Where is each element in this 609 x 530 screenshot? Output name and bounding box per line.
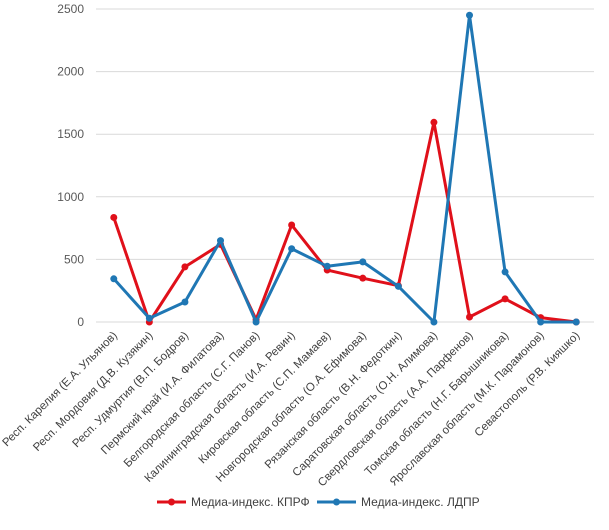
legend-marker bbox=[333, 498, 340, 506]
data-point bbox=[288, 221, 296, 229]
data-point bbox=[359, 258, 367, 266]
gridlines bbox=[96, 8, 594, 323]
y-tick-label: 1000 bbox=[57, 190, 84, 204]
data-point bbox=[572, 318, 580, 326]
data-point bbox=[359, 274, 367, 282]
y-tick-label: 2000 bbox=[57, 65, 84, 79]
data-point bbox=[430, 318, 438, 326]
data-point bbox=[110, 275, 118, 283]
y-axis-ticks: 0 500 1000 1500 2000 2500 bbox=[57, 2, 84, 329]
series bbox=[110, 11, 580, 326]
series-1 bbox=[110, 118, 580, 326]
data-point bbox=[252, 318, 260, 326]
data-point bbox=[466, 11, 473, 19]
data-point bbox=[323, 262, 331, 270]
x-tick-label: Кировская область (С.П. Мамаев) bbox=[197, 330, 334, 467]
series-2 bbox=[110, 11, 580, 326]
data-point bbox=[537, 318, 545, 326]
legend-item: Медиа-индекс. КПРФ bbox=[157, 495, 310, 509]
data-point bbox=[466, 313, 473, 321]
data-point bbox=[181, 263, 189, 271]
data-point bbox=[430, 118, 438, 126]
legend-marker bbox=[168, 498, 175, 506]
data-point bbox=[501, 268, 509, 276]
data-point bbox=[394, 282, 402, 290]
legend-label: Медиа-индекс. КПРФ bbox=[191, 495, 310, 509]
data-point bbox=[288, 245, 296, 253]
data-point bbox=[110, 213, 118, 221]
y-tick-label: 500 bbox=[64, 252, 84, 266]
series-line bbox=[112, 120, 578, 324]
y-tick-label: 0 bbox=[77, 315, 84, 329]
data-point bbox=[145, 314, 153, 322]
legend-item: Медиа-индекс. ЛДПР bbox=[317, 495, 480, 509]
data-point bbox=[217, 237, 224, 245]
y-tick-label: 1500 bbox=[57, 127, 84, 141]
legend-label: Медиа-индекс. ЛДПР bbox=[361, 495, 480, 509]
x-axis-ticks: Респ. Карелия (Е.А. Ульянов)Респ. Мордов… bbox=[0, 330, 582, 490]
series-line bbox=[112, 13, 578, 324]
data-point bbox=[181, 298, 189, 306]
data-point bbox=[501, 295, 509, 303]
y-tick-label: 2500 bbox=[57, 2, 84, 16]
legend: Медиа-индекс. КПРФ Медиа-индекс. ЛДПР bbox=[157, 495, 480, 509]
